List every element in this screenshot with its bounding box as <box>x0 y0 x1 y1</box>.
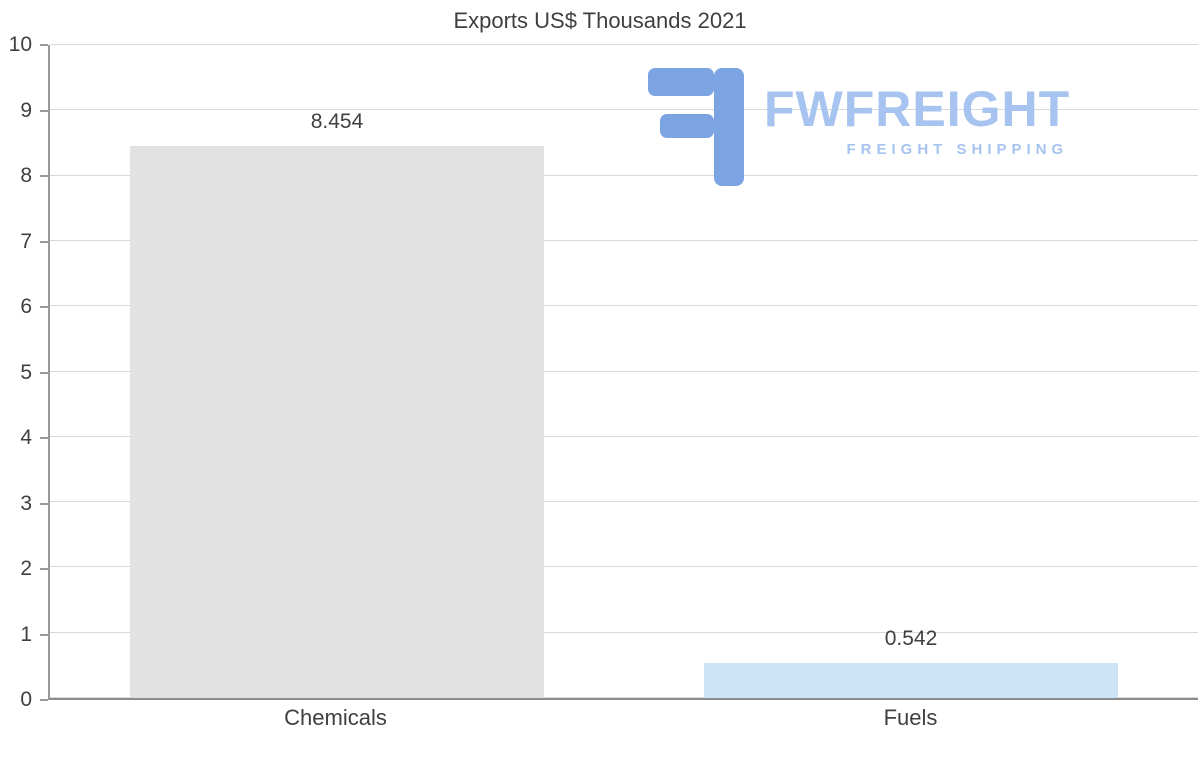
y-tick-mark <box>40 371 48 374</box>
gridline <box>50 239 1198 241</box>
gridline <box>50 631 1198 633</box>
y-tick-label: 1 <box>20 622 32 646</box>
gridline <box>50 305 1198 307</box>
fwfreight-logo: FWFREIGHT FREIGHT SHIPPING <box>648 68 1070 186</box>
y-tick-mark <box>40 240 48 243</box>
y-tick-mark <box>40 306 48 308</box>
y-tick-mark <box>40 109 48 112</box>
chart-title: Exports US$ Thousands 2021 <box>453 8 747 33</box>
y-tick-label: 10 <box>8 33 32 56</box>
y-tick-mark <box>40 568 48 570</box>
y-tick-mark <box>40 437 48 439</box>
y-tick-label: 9 <box>20 98 32 122</box>
y-tick-label: 5 <box>20 360 32 384</box>
gridline <box>50 435 1198 437</box>
fwfreight-logo-icon <box>648 68 744 186</box>
y-tick-label: 7 <box>20 229 32 253</box>
x-axis-labels: Chemicals Fuels <box>48 705 1198 731</box>
bar-value-label: 0.542 <box>884 626 938 650</box>
y-tick-label: 0 <box>20 688 32 711</box>
gridline <box>50 44 1198 45</box>
y-tick-mark <box>40 633 48 636</box>
gridline <box>50 174 1198 176</box>
logo-text-block: FWFREIGHT FREIGHT SHIPPING <box>764 68 1071 159</box>
y-tick-mark <box>40 44 48 46</box>
y-tick-label: 8 <box>20 164 32 187</box>
category-label: Fuels <box>883 705 938 730</box>
gridline <box>50 109 1198 111</box>
gridline <box>50 501 1198 503</box>
logo-brand-text: FWFREIGHT <box>764 81 1071 137</box>
y-tick-mark <box>40 175 48 177</box>
logo-tagline-text: FREIGHT SHIPPING <box>846 141 1069 158</box>
plot-area: 8.454 0.542 <box>48 44 1198 700</box>
bar-fuels <box>704 662 1118 698</box>
y-tick-label: 4 <box>20 426 32 449</box>
y-tick-label: 2 <box>20 557 32 580</box>
y-axis: 0 1 2 3 4 5 6 7 8 9 10 <box>0 33 48 711</box>
y-tick-mark <box>40 502 48 505</box>
category-label: Chemicals <box>284 705 387 730</box>
gridline <box>50 566 1198 568</box>
bar-chemicals <box>130 145 544 698</box>
gridline <box>50 697 1198 698</box>
y-tick-mark <box>40 699 48 701</box>
y-tick-label: 6 <box>20 295 32 318</box>
gridline <box>50 370 1198 372</box>
y-tick-label: 3 <box>20 491 32 515</box>
bar-value-label: 8.454 <box>310 109 364 133</box>
